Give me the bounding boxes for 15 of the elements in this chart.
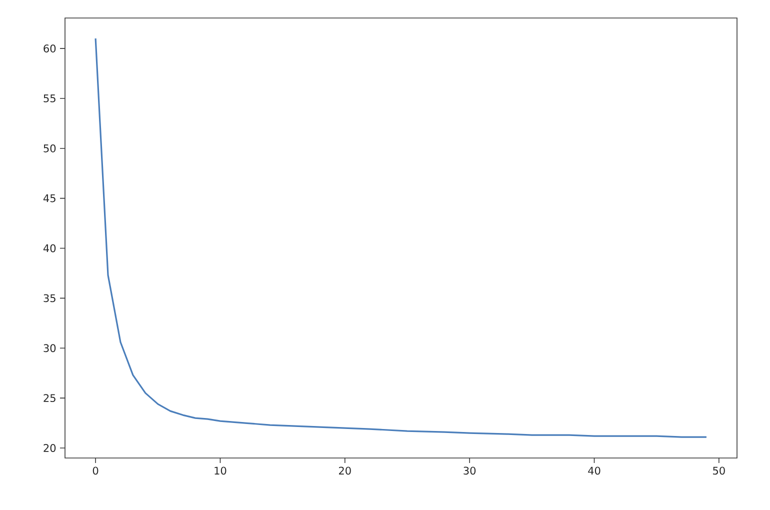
y-tick-label: 20 [44, 444, 56, 452]
y-tick-label: 30 [44, 344, 56, 352]
y-tick-label: 55 [44, 94, 56, 102]
y-tick-label: 45 [43, 194, 56, 202]
x-tick-label: 10 [214, 466, 226, 475]
x-tick-label: 50 [713, 466, 725, 475]
y-tick-label: 50 [44, 144, 56, 152]
x-tick-label: 40 [588, 466, 600, 475]
y-tick-label: 60 [44, 44, 56, 52]
y-tick-label: 25 [44, 394, 56, 402]
x-tick-label: 30 [464, 466, 476, 475]
y-tick-label: 40 [43, 244, 56, 252]
y-tick-label: 35 [44, 294, 56, 302]
x-tick-label: 0 [92, 466, 98, 475]
x-tick-label: 20 [338, 466, 351, 475]
